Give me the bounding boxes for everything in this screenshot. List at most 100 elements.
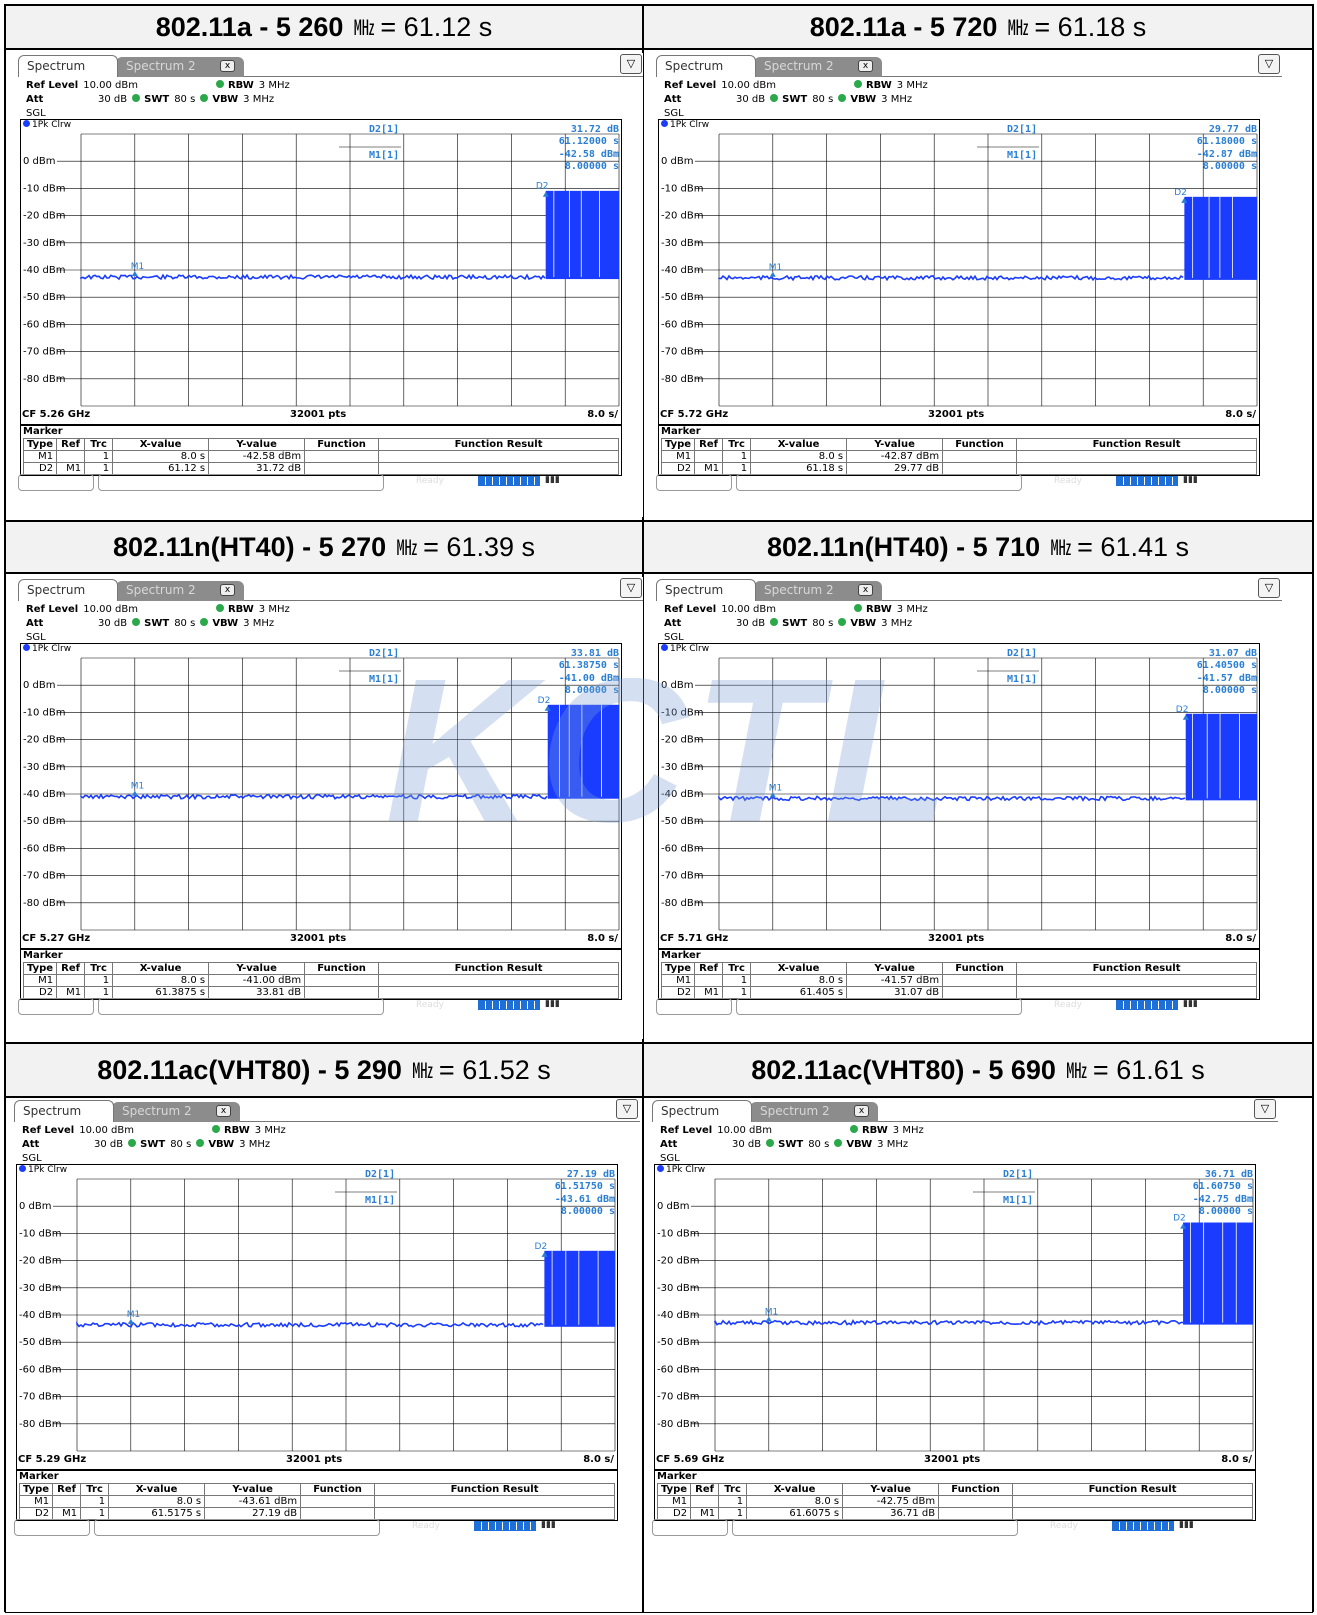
tab-spectrum[interactable]: Spectrum — [14, 1100, 114, 1122]
progress-bar — [1116, 1000, 1178, 1010]
tab-spectrum-2[interactable]: Spectrum 2 x — [112, 1102, 240, 1122]
status-field-left[interactable] — [18, 474, 94, 491]
status-field-left[interactable] — [14, 1519, 90, 1536]
progress-bar — [1112, 1521, 1174, 1531]
status-field-left[interactable] — [656, 998, 732, 1015]
sweep-points: 32001 pts — [928, 933, 985, 944]
status-dot — [128, 1139, 137, 1147]
param-row-2: Att 30 dB SWT 80 s VBW 3 MHz — [26, 93, 290, 107]
status-field-left[interactable] — [656, 474, 732, 491]
table-row[interactable]: M1 1 8.0 s -43.61 dBm — [18, 1495, 615, 1508]
table-row[interactable]: D2 M1 1 61.18 s 29.77 dB — [660, 462, 1257, 475]
vbw-label: VBW — [850, 618, 877, 629]
tab-spectrum-2[interactable]: Spectrum 2 x — [116, 581, 244, 601]
time-per-div: 8.0 s/ — [583, 1454, 614, 1465]
status-field-message[interactable] — [736, 474, 1022, 491]
y-tick-label: -20 dBm — [661, 211, 703, 222]
y-tick-label: -60 dBm — [661, 843, 703, 854]
readout-d2-val2: 61.18000 s — [1197, 136, 1257, 147]
sweep-points: 32001 pts — [928, 409, 985, 420]
status-field-message[interactable] — [98, 998, 384, 1015]
rbw-value: 3 MHz — [258, 604, 290, 615]
sgl-label: SGL — [22, 1153, 42, 1164]
table-cell — [56, 974, 86, 987]
rbw-value: 3 MHz — [258, 80, 290, 91]
status-field-message[interactable] — [98, 474, 384, 491]
column-header: Type — [18, 1483, 54, 1496]
y-tick-label: -30 dBm — [661, 238, 703, 249]
sgl-label: SGL — [26, 632, 46, 643]
table-row[interactable]: D2 M1 1 61.405 s 31.07 dB — [660, 986, 1257, 999]
tab-spectrum-2[interactable]: Spectrum 2 x — [754, 57, 882, 77]
swt-label: SWT — [782, 618, 808, 629]
param-row-2: Att 30 dB SWT 80 s VBW 3 MHz — [22, 1138, 286, 1152]
marker-m1-triangle — [765, 1316, 772, 1322]
center-frequency: CF 5.27 GHz — [22, 933, 91, 944]
menu-icon[interactable]: ▽ — [616, 1099, 638, 1119]
table-cell — [690, 1495, 720, 1508]
close-tab-icon[interactable]: x — [858, 584, 873, 596]
y-tick-label: -30 dBm — [19, 1283, 61, 1294]
y-tick-label: -50 dBm — [657, 1337, 699, 1348]
spectrum-plot: 0 dBm -10 dBm -20 dBm -30 dBm -40 dBm -50 dBm… — [20, 643, 622, 949]
close-tab-icon[interactable]: x — [858, 60, 873, 72]
close-tab-icon[interactable]: x — [220, 584, 235, 596]
y-tick-label: 0 dBm — [661, 680, 694, 691]
screenshot-cell: Spectrum 2 x Spectrum ▽ Ref Level 10.00 dBm RB… — [5, 573, 644, 1043]
menu-icon[interactable]: ▽ — [1254, 1099, 1276, 1119]
tab-spectrum[interactable]: Spectrum — [18, 55, 118, 77]
center-frequency: CF 5.29 GHz — [18, 1454, 87, 1465]
table-row[interactable]: M1 1 8.0 s -42.75 dBm — [656, 1495, 1253, 1508]
table-row[interactable]: D2 M1 1 61.5175 s 27.19 dB — [18, 1507, 615, 1520]
menu-icon[interactable]: ▽ — [1258, 578, 1280, 598]
table-row[interactable]: D2 M1 1 61.6075 s 36.71 dB — [656, 1507, 1253, 1520]
close-tab-icon[interactable]: x — [854, 1105, 869, 1117]
table-row[interactable]: M1 1 8.0 s -42.87 dBm — [660, 450, 1257, 463]
status-dot — [770, 94, 779, 102]
status-field-left[interactable] — [18, 998, 94, 1015]
column-header: Ref — [56, 438, 86, 451]
tab-spectrum[interactable]: Spectrum — [656, 579, 756, 601]
rbw-label: RBW — [861, 1125, 888, 1136]
marker-table-caption: Marker — [23, 426, 63, 437]
close-tab-icon[interactable]: x — [220, 60, 235, 72]
screenshot-cell: Spectrum 2 x Spectrum ▽ Ref Level 10.00 dBm RB… — [643, 49, 1313, 521]
trace-label: 1Pk Clrw — [661, 644, 709, 654]
tab-spectrum-2[interactable]: Spectrum 2 x — [754, 581, 882, 601]
menu-icon[interactable]: ▽ — [620, 578, 642, 598]
ref-level-value: 10.00 dBm — [721, 80, 776, 91]
table-row[interactable]: M1 1 8.0 s -41.00 dBm — [22, 974, 619, 987]
table-row[interactable]: M1 1 8.0 s -41.57 dBm — [660, 974, 1257, 987]
menu-icon[interactable]: ▽ — [1258, 54, 1280, 74]
center-frequency: CF 5.72 GHz — [660, 409, 729, 420]
marker-table: Marker Type Ref Trc X-value Y-value Function Fu… — [658, 949, 1260, 1000]
status-field-message[interactable] — [94, 1519, 380, 1536]
title-unit: ㎒ — [1050, 536, 1072, 560]
table-row[interactable]: D2 M1 1 61.12 s 31.72 dB — [22, 462, 619, 475]
tab-spectrum[interactable]: Spectrum — [656, 55, 756, 77]
y-tick-label: -50 dBm — [23, 292, 65, 303]
y-tick-label: -10 dBm — [23, 183, 65, 194]
table-cell — [52, 1495, 82, 1508]
status-field-message[interactable] — [732, 1519, 1018, 1536]
menu-icon[interactable]: ▽ — [620, 54, 642, 74]
y-tick-label: -80 dBm — [661, 374, 703, 385]
table-row[interactable]: M1 1 8.0 s -42.58 dBm — [22, 450, 619, 463]
tab-spectrum[interactable]: Spectrum — [652, 1100, 752, 1122]
tab-spectrum[interactable]: Spectrum — [18, 579, 118, 601]
table-cell: M1 — [660, 450, 696, 463]
status-field-left[interactable] — [652, 1519, 728, 1536]
y-tick-label: -80 dBm — [23, 374, 65, 385]
status-field-message[interactable] — [736, 998, 1022, 1015]
column-header: Ref — [52, 1483, 82, 1496]
sgl-label: SGL — [664, 632, 684, 643]
ref-level-value: 10.00 dBm — [717, 1125, 772, 1136]
param-row-1: Ref Level 10.00 dBm RBW 3 MHz — [660, 1124, 924, 1138]
sweep-points: 32001 pts — [290, 409, 347, 420]
tab-spectrum-2[interactable]: Spectrum 2 x — [750, 1102, 878, 1122]
tab-spectrum-2[interactable]: Spectrum 2 x — [116, 57, 244, 77]
close-tab-icon[interactable]: x — [216, 1105, 231, 1117]
column-header: Y-value — [846, 438, 944, 451]
trace-label: 1Pk Clrw — [19, 1165, 67, 1175]
marker-m1-triangle — [131, 790, 138, 796]
